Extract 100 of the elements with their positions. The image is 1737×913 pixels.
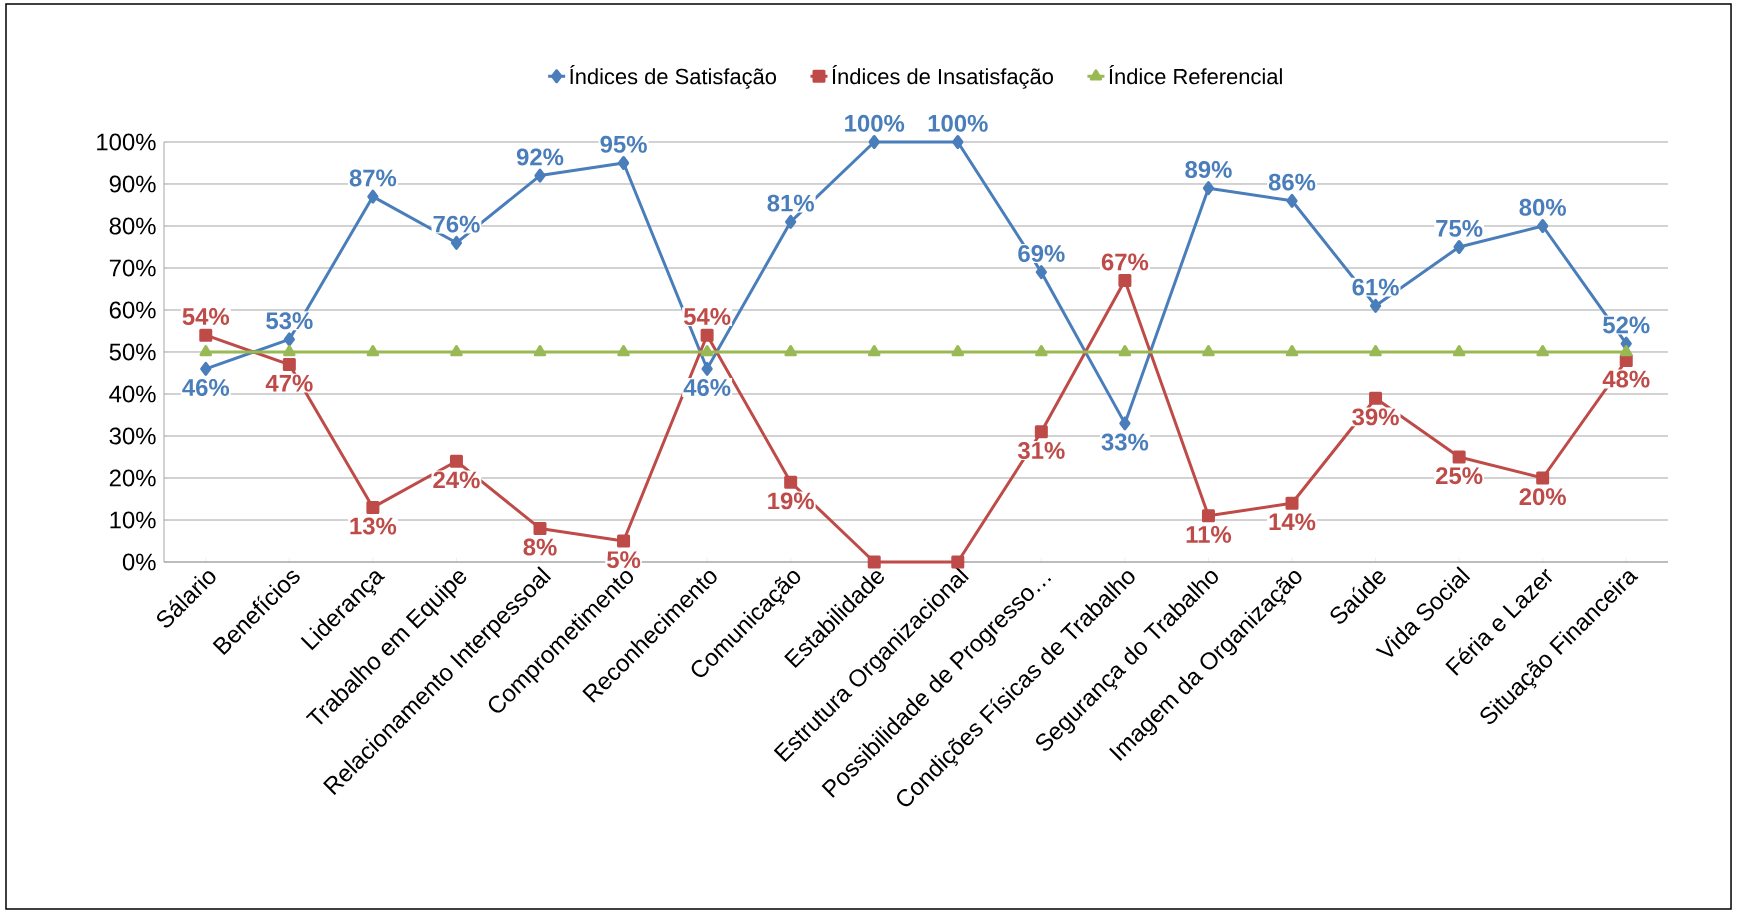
point xyxy=(1118,274,1132,288)
legend-label: Índice Referencial xyxy=(1109,65,1282,85)
data-label: 61% xyxy=(1352,278,1399,296)
data-label: 69% xyxy=(1018,245,1065,262)
point xyxy=(282,358,296,372)
point xyxy=(617,534,631,548)
data-label: 11% xyxy=(1186,525,1232,543)
data-label: 67% xyxy=(1101,253,1149,271)
data-label: 24% xyxy=(433,471,480,489)
point xyxy=(617,156,630,170)
y-tick-label: 20% xyxy=(109,469,156,487)
data-label: 100% xyxy=(845,114,905,132)
data-label: 48% xyxy=(1602,370,1650,388)
data-label: 87% xyxy=(349,169,397,187)
point xyxy=(533,345,547,357)
data-label: 86% xyxy=(1268,173,1316,191)
data-label: 5% xyxy=(607,551,641,569)
y-tick-label: 30% xyxy=(109,427,156,445)
data-label: 46% xyxy=(182,379,230,396)
data-label: 25% xyxy=(1436,467,1483,485)
point xyxy=(533,521,547,535)
legend-label: Índices de Satisfação xyxy=(570,65,777,89)
data-label: 31% xyxy=(1017,442,1065,459)
point xyxy=(534,168,546,183)
y-tick-label: 90% xyxy=(109,175,156,193)
point xyxy=(1536,471,1550,485)
legend-label: Índices de Insatisfação xyxy=(832,65,1053,89)
y-tick-label: 40% xyxy=(109,385,156,403)
point xyxy=(1285,345,1299,357)
point xyxy=(951,345,965,357)
data-label: 95% xyxy=(600,135,647,153)
data-label: 46% xyxy=(683,379,731,396)
point xyxy=(1034,425,1048,439)
y-tick-label: 0% xyxy=(122,553,156,571)
point xyxy=(367,189,379,204)
point xyxy=(1453,240,1465,254)
point xyxy=(1118,345,1132,357)
y-tick-label: 10% xyxy=(110,511,156,529)
data-label: 13% xyxy=(350,517,397,535)
point xyxy=(1119,416,1131,431)
point xyxy=(199,328,213,342)
data-label: 89% xyxy=(1185,161,1232,178)
point xyxy=(700,328,714,342)
point xyxy=(1202,345,1215,357)
point xyxy=(450,235,463,250)
y-tick-label: 80% xyxy=(109,217,156,235)
point xyxy=(283,332,295,347)
data-label: 81% xyxy=(767,194,814,212)
data-label: 52% xyxy=(1603,316,1650,334)
point xyxy=(1286,193,1298,208)
y-tick-label: 70% xyxy=(109,259,156,277)
point xyxy=(1369,391,1383,405)
data-label: 92% xyxy=(516,148,564,166)
point xyxy=(952,134,964,149)
data-label: 47% xyxy=(265,374,313,392)
point xyxy=(785,214,797,229)
point xyxy=(867,345,881,357)
point xyxy=(283,345,296,357)
data-label: 76% xyxy=(433,215,480,233)
data-label: 54% xyxy=(182,308,230,325)
point xyxy=(1452,345,1466,357)
point xyxy=(867,555,881,569)
point xyxy=(1035,265,1047,280)
point xyxy=(1201,509,1215,523)
data-label: 8% xyxy=(523,538,557,556)
data-label: 75% xyxy=(1436,219,1483,237)
point xyxy=(449,454,463,468)
point xyxy=(1202,181,1215,196)
point xyxy=(784,345,797,357)
y-tick-label: 60% xyxy=(109,301,156,319)
y-tick-label: 50% xyxy=(109,343,156,361)
point xyxy=(868,134,880,149)
point xyxy=(366,500,380,514)
data-label: 39% xyxy=(1352,408,1399,426)
point xyxy=(1537,219,1549,233)
point xyxy=(1035,345,1048,357)
data-label: 80% xyxy=(1519,198,1566,216)
point xyxy=(701,361,713,376)
point xyxy=(366,345,380,357)
point xyxy=(1369,298,1382,313)
data-label: 19% xyxy=(768,492,814,510)
point xyxy=(1619,345,1633,357)
point xyxy=(784,475,798,489)
data-label: 54% xyxy=(683,308,731,325)
data-label: 100% xyxy=(928,114,988,132)
data-label: 20% xyxy=(1519,488,1566,506)
point xyxy=(450,345,463,357)
point xyxy=(199,345,213,357)
data-label: 53% xyxy=(266,312,313,330)
point xyxy=(617,345,630,357)
data-label: 14% xyxy=(1269,513,1316,531)
point xyxy=(1452,450,1466,464)
data-label: 33% xyxy=(1101,433,1149,451)
point xyxy=(951,555,965,569)
point xyxy=(1369,345,1382,357)
point xyxy=(1285,496,1299,510)
point xyxy=(200,361,212,376)
point xyxy=(700,345,714,357)
point xyxy=(1536,345,1549,357)
y-tick-label: 100% xyxy=(97,133,156,151)
